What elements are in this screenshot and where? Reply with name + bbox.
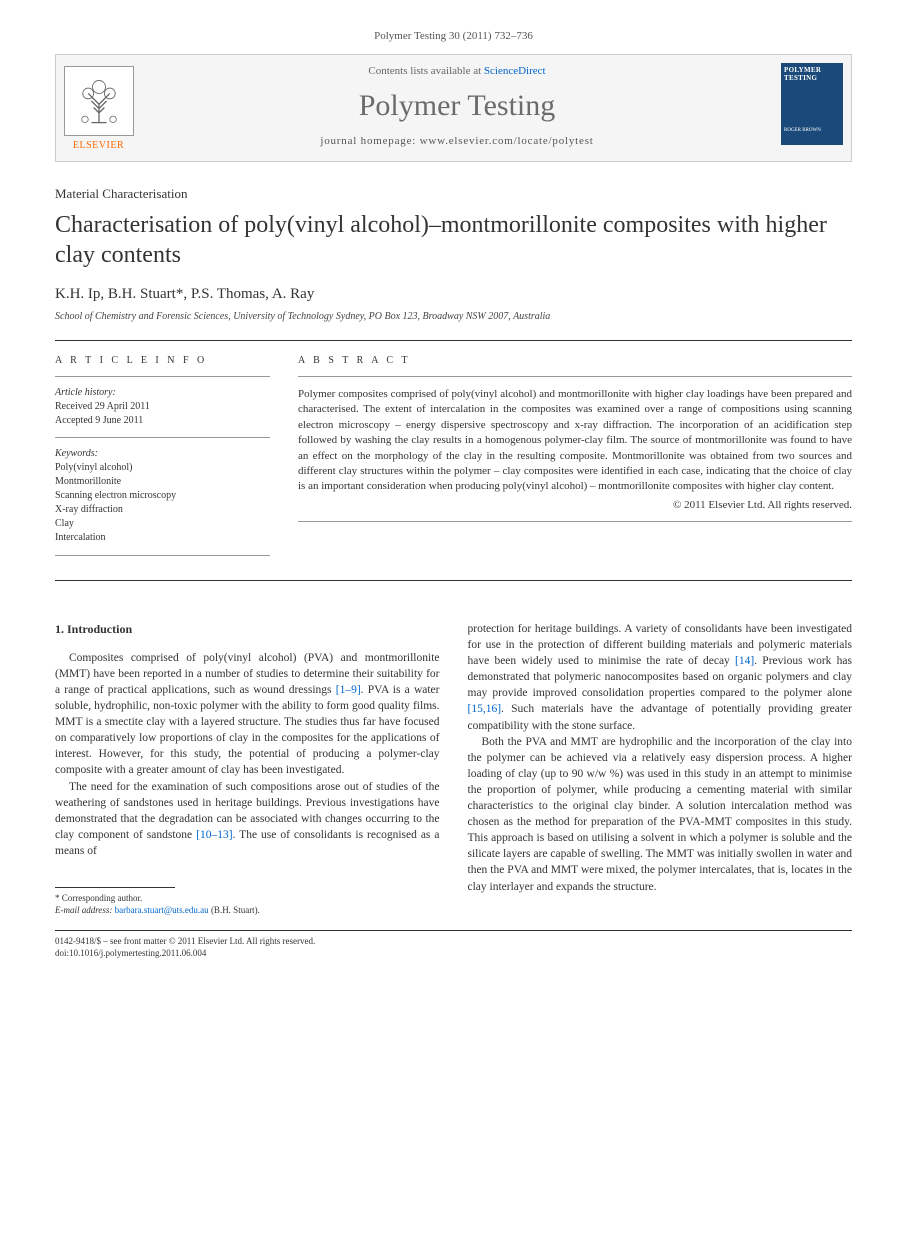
abstract-header: A B S T R A C T bbox=[298, 355, 852, 366]
keyword-item: Scanning electron microscopy bbox=[55, 489, 270, 503]
body-paragraph: protection for heritage buildings. A var… bbox=[468, 621, 853, 734]
corresponding-label: * Corresponding author. bbox=[55, 892, 440, 904]
affiliation: School of Chemistry and Forensic Science… bbox=[55, 311, 852, 322]
homepage-url[interactable]: www.elsevier.com/locate/polytest bbox=[420, 135, 594, 147]
elsevier-tree-icon bbox=[64, 66, 134, 136]
keywords-list: Poly(vinyl alcohol) Montmorillonite Scan… bbox=[55, 461, 270, 545]
abstract-copyright: © 2011 Elsevier Ltd. All rights reserved… bbox=[298, 499, 852, 511]
header-center: Contents lists available at ScienceDirec… bbox=[141, 55, 773, 161]
reference-link[interactable]: [14] bbox=[735, 655, 754, 667]
footer-bar: 0142-9418/$ – see front matter © 2011 El… bbox=[55, 930, 852, 959]
front-matter-line: 0142-9418/$ – see front matter © 2011 El… bbox=[55, 935, 852, 947]
reference-link[interactable]: [10–13] bbox=[196, 829, 232, 841]
info-header: A R T I C L E I N F O bbox=[55, 355, 270, 366]
abstract-divider-1 bbox=[298, 376, 852, 377]
contents-prefix: Contents lists available at bbox=[368, 65, 483, 77]
sciencedirect-link[interactable]: ScienceDirect bbox=[484, 65, 546, 77]
body-column-left: 1. Introduction Composites comprised of … bbox=[55, 621, 440, 916]
footnote-divider bbox=[55, 887, 175, 888]
body-columns: 1. Introduction Composites comprised of … bbox=[55, 621, 852, 916]
citation-bar: Polymer Testing 30 (2011) 732–736 bbox=[55, 30, 852, 42]
keyword-item: Poly(vinyl alcohol) bbox=[55, 461, 270, 475]
body-column-right: protection for heritage buildings. A var… bbox=[468, 621, 853, 916]
publisher-name: ELSEVIER bbox=[73, 140, 124, 151]
email-suffix: (B.H. Stuart). bbox=[209, 905, 260, 915]
section-label: Material Characterisation bbox=[55, 186, 852, 202]
keyword-item: Clay bbox=[55, 517, 270, 531]
body-paragraph: Composites comprised of poly(vinyl alcoh… bbox=[55, 650, 440, 779]
publisher-logo: ELSEVIER bbox=[56, 55, 141, 161]
cover-editor: ROGER BROWN bbox=[784, 128, 821, 134]
article-title: Characterisation of poly(vinyl alcohol)–… bbox=[55, 210, 852, 270]
received-date: Received 29 April 2011 bbox=[55, 400, 270, 414]
body-paragraph: Both the PVA and MMT are hydrophilic and… bbox=[468, 734, 853, 895]
divider-top bbox=[55, 340, 852, 341]
abstract-divider-2 bbox=[298, 521, 852, 522]
info-divider-1 bbox=[55, 376, 270, 377]
accepted-date: Accepted 9 June 2011 bbox=[55, 414, 270, 428]
article-info-column: A R T I C L E I N F O Article history: R… bbox=[55, 355, 270, 566]
corresponding-footnote: * Corresponding author. E-mail address: … bbox=[55, 892, 440, 916]
email-label: E-mail address: bbox=[55, 905, 115, 915]
keyword-item: Montmorillonite bbox=[55, 475, 270, 489]
journal-name: Polymer Testing bbox=[151, 89, 763, 123]
journal-cover: POLYMER TESTING ROGER BROWN bbox=[773, 55, 851, 161]
info-divider-3 bbox=[55, 555, 270, 556]
homepage-line: journal homepage: www.elsevier.com/locat… bbox=[151, 135, 763, 147]
journal-header: ELSEVIER Contents lists available at Sci… bbox=[55, 54, 852, 162]
contents-line: Contents lists available at ScienceDirec… bbox=[151, 65, 763, 77]
homepage-prefix: journal homepage: bbox=[320, 135, 419, 147]
keyword-item: Intercalation bbox=[55, 531, 270, 545]
email-link[interactable]: barbara.stuart@uts.edu.au bbox=[115, 905, 209, 915]
email-line: E-mail address: barbara.stuart@uts.edu.a… bbox=[55, 904, 440, 916]
keywords-label: Keywords: bbox=[55, 448, 270, 459]
reference-link[interactable]: [15,16] bbox=[468, 703, 502, 715]
cover-title: POLYMER TESTING bbox=[784, 67, 840, 82]
abstract-text: Polymer composites comprised of poly(vin… bbox=[298, 387, 852, 495]
page-container: Polymer Testing 30 (2011) 732–736 ELSEVI… bbox=[0, 0, 907, 1000]
keyword-item: X-ray diffraction bbox=[55, 503, 270, 517]
abstract-column: A B S T R A C T Polymer composites compr… bbox=[298, 355, 852, 566]
info-abstract-row: A R T I C L E I N F O Article history: R… bbox=[55, 355, 852, 566]
info-divider-2 bbox=[55, 437, 270, 438]
divider-mid bbox=[55, 580, 852, 581]
body-paragraph: The need for the examination of such com… bbox=[55, 779, 440, 859]
authors: K.H. Ip, B.H. Stuart*, P.S. Thomas, A. R… bbox=[55, 286, 852, 303]
reference-link[interactable]: [1–9] bbox=[336, 684, 361, 696]
section-heading: 1. Introduction bbox=[55, 621, 440, 638]
doi-line: doi:10.1016/j.polymertesting.2011.06.004 bbox=[55, 947, 852, 959]
history-label: Article history: bbox=[55, 387, 270, 398]
cover-thumbnail: POLYMER TESTING ROGER BROWN bbox=[781, 63, 843, 145]
